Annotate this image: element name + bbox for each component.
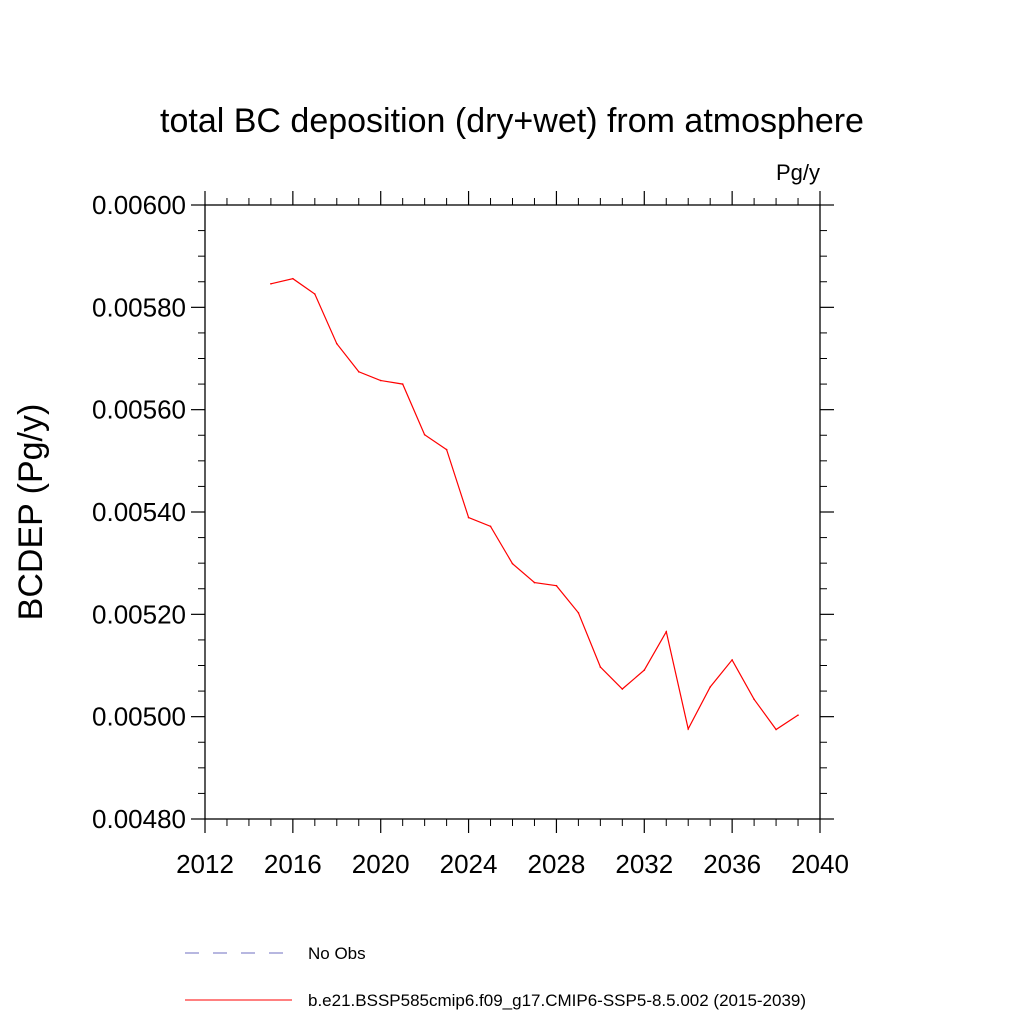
data-point xyxy=(621,688,624,690)
x-tick-label: 2016 xyxy=(264,849,322,879)
y-tick-label: 0.00560 xyxy=(92,395,186,425)
data-point xyxy=(445,448,448,451)
data-point xyxy=(379,379,382,382)
plot-lines xyxy=(270,277,799,731)
data-point xyxy=(270,282,272,285)
data-point xyxy=(775,728,777,731)
data-point xyxy=(401,383,404,385)
data-point xyxy=(709,686,711,688)
units-label: Pg/y xyxy=(776,160,820,185)
x-tick-label: 2040 xyxy=(791,849,849,879)
data-point xyxy=(643,669,646,671)
data-point xyxy=(314,293,316,295)
y-tick-label: 0.00580 xyxy=(92,292,186,322)
data-point xyxy=(292,277,294,280)
data-point xyxy=(599,666,602,668)
data-point xyxy=(533,581,536,584)
y-axis-label: BCDEP (Pg/y) xyxy=(12,404,50,621)
data-point xyxy=(753,698,755,701)
y-tick-label: 0.00600 xyxy=(92,190,186,220)
tick-labels: 2012 2016 2020 2024 2028 2032 2036 2040 0.00480 0… xyxy=(92,190,849,879)
legend-label-no-obs: No Obs xyxy=(308,944,366,963)
chart-title: total BC deposition (dry+wet) from atmos… xyxy=(160,102,864,140)
legend-label-model-run: b.e21.BSSP585cmip6.f09_g17.CMIP6-SSP5-8.… xyxy=(308,991,806,1010)
x-tick-label: 2020 xyxy=(352,849,410,879)
data-point xyxy=(555,584,558,587)
x-tick-label: 2032 xyxy=(615,849,673,879)
data-point xyxy=(489,525,492,528)
axis-ticks xyxy=(191,191,834,833)
data-point xyxy=(467,516,470,519)
x-tick-label: 2028 xyxy=(528,849,586,879)
legend: No Obs b.e21.BSSP585cmip6.f09_g17.CMIP6-… xyxy=(185,944,806,1010)
y-tick-label: 0.00480 xyxy=(92,804,186,834)
data-point xyxy=(731,659,733,661)
series-line xyxy=(270,278,799,731)
data-point xyxy=(357,371,360,373)
x-tick-label: 2012 xyxy=(176,849,234,879)
data-point xyxy=(665,630,668,633)
plot-frame xyxy=(204,204,821,820)
data-point xyxy=(577,611,580,614)
data-point xyxy=(797,714,799,716)
data-point xyxy=(423,433,426,436)
y-tick-label: 0.00500 xyxy=(92,702,186,732)
y-tick-label: 0.00520 xyxy=(92,599,186,629)
data-point xyxy=(335,342,338,345)
data-point xyxy=(511,562,514,565)
x-tick-label: 2024 xyxy=(440,849,498,879)
x-tick-label: 2036 xyxy=(703,849,761,879)
y-tick-label: 0.00540 xyxy=(92,497,186,527)
data-point xyxy=(687,728,690,730)
